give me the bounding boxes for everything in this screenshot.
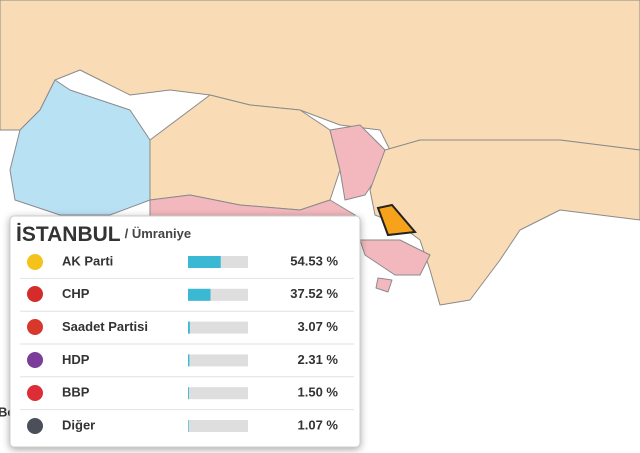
percent: 1.50 %	[298, 385, 339, 400]
party-name: CHP	[62, 286, 90, 301]
popup-heading: İSTANBUL / Ümraniye	[16, 223, 191, 246]
percent: 2.31 %	[298, 352, 339, 367]
popup-subtitle: / Ümraniye	[125, 226, 191, 241]
party-name: BBP	[62, 385, 90, 400]
bar-track	[188, 354, 248, 367]
bar	[188, 256, 221, 268]
party-name: Diğer	[62, 417, 95, 432]
bar	[188, 354, 190, 367]
percent: 1.07 %	[298, 417, 339, 432]
map: Be	[0, 0, 640, 419]
bar	[188, 288, 211, 301]
party-icon	[27, 319, 43, 335]
popup: İSTANBUL / Ümraniye AK Parti 54.53 % CHP 37.…	[9, 215, 361, 448]
bar-track	[188, 321, 248, 334]
selected-region[interactable]	[376, 203, 417, 237]
popup-title: İSTANBUL	[16, 223, 121, 246]
party-icon	[27, 385, 43, 401]
party-icon	[27, 418, 43, 434]
party-icons	[27, 254, 43, 434]
bar	[188, 420, 189, 432]
party-name: Saadet Partisi	[62, 319, 148, 334]
bar	[188, 387, 189, 400]
bar-track	[188, 420, 248, 432]
party-icon	[27, 286, 43, 302]
region[interactable]	[369, 139, 640, 306]
party-icon	[27, 352, 43, 368]
party-icon	[27, 254, 43, 270]
region[interactable]	[359, 239, 431, 276]
party-rows: AK Parti 54.53 % CHP 37.52 % Saadet Partisi 3…	[20, 253, 354, 432]
popup-box	[9, 215, 361, 448]
region[interactable]	[329, 124, 386, 201]
region[interactable]	[375, 277, 393, 293]
party-name: AK Parti	[62, 253, 113, 268]
percent: 54.53 %	[290, 253, 338, 268]
percent: 37.52 %	[290, 286, 338, 301]
bar	[188, 321, 190, 334]
percent: 3.07 %	[298, 319, 339, 334]
bar-track	[188, 387, 248, 400]
party-name: HDP	[62, 352, 90, 367]
